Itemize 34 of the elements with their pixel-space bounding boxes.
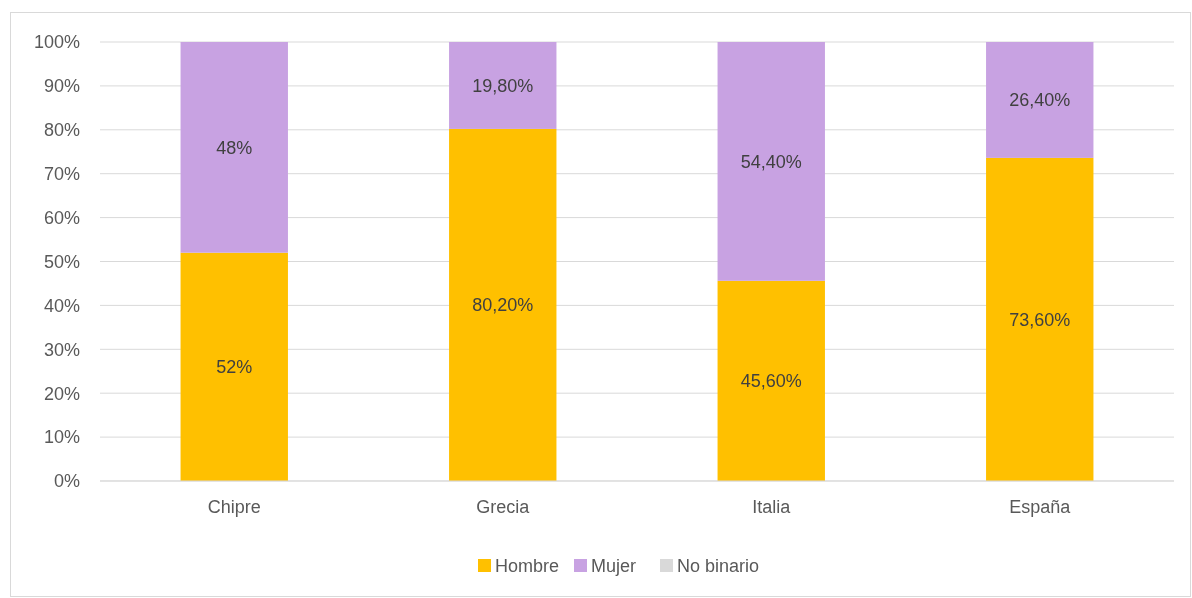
- y-tick-label: 50%: [43, 251, 80, 272]
- bar: [986, 42, 1094, 158]
- bar: [449, 42, 557, 129]
- bar: [449, 128, 557, 481]
- bar: [180, 42, 288, 253]
- bar: [717, 280, 825, 481]
- data-label: 19,80%: [472, 75, 534, 96]
- x-tick-label: Grecia: [476, 497, 531, 517]
- legend-label: Mujer: [591, 556, 637, 577]
- bar: [180, 252, 288, 481]
- x-tick-label: Chipre: [207, 497, 261, 517]
- y-tick-label: 100%: [33, 32, 80, 53]
- y-tick-label: 80%: [43, 120, 80, 141]
- data-label: 54,40%: [740, 151, 802, 172]
- data-label: 45,60%: [740, 371, 802, 392]
- y-tick-label: 0%: [53, 471, 80, 492]
- legend-label: Hombre: [495, 556, 560, 577]
- y-tick-label: 60%: [43, 207, 80, 228]
- y-tick-label: 40%: [43, 295, 80, 316]
- y-tick-label: 10%: [43, 427, 80, 448]
- data-label: 26,40%: [1009, 90, 1071, 111]
- bar: [717, 42, 825, 281]
- legend-label: No binario: [677, 556, 760, 577]
- y-tick-label: 70%: [43, 164, 80, 184]
- y-tick-label: 30%: [43, 339, 80, 360]
- y-tick-label: 90%: [43, 76, 80, 97]
- data-label: 73,60%: [1009, 309, 1071, 330]
- bar: [986, 157, 1094, 481]
- data-label: 80,20%: [472, 295, 534, 316]
- y-tick-label: 20%: [43, 383, 80, 404]
- x-tick-label: España: [1009, 497, 1072, 517]
- data-label: 48%: [216, 137, 253, 158]
- data-label: 52%: [216, 357, 253, 378]
- x-tick-label: Italia: [752, 497, 792, 517]
